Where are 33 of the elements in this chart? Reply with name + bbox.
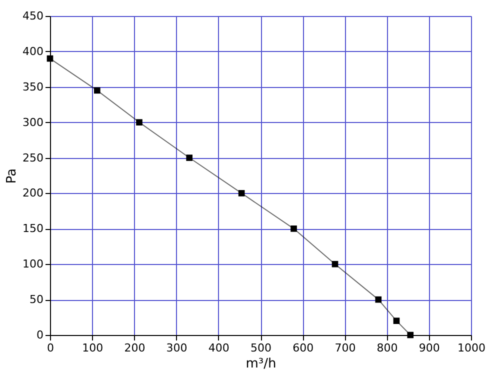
y-tick-label: 50 xyxy=(30,293,44,306)
x-tick-label: 200 xyxy=(124,342,146,354)
y-tick-label: 200 xyxy=(22,186,44,200)
x-axis-title: m³/h xyxy=(246,356,276,372)
point xyxy=(375,296,382,303)
x-tick-label: 600 xyxy=(292,342,314,354)
point xyxy=(290,226,297,232)
point xyxy=(238,190,245,196)
x-tick-label: 100 xyxy=(82,342,104,354)
x-tick-label: 700 xyxy=(334,342,356,354)
y-axis-title: Pa xyxy=(4,168,20,184)
y-tick-label: 300 xyxy=(22,116,44,129)
y-tick-label: 100 xyxy=(22,258,44,271)
point xyxy=(332,260,338,268)
x-tick-label: 1000 xyxy=(458,342,486,354)
y-tick-label: 400 xyxy=(22,44,44,58)
x-tick-label: 400 xyxy=(208,342,230,354)
y-tick-label: 250 xyxy=(22,151,44,164)
y-tick-label: 450 xyxy=(22,10,44,22)
point xyxy=(393,318,400,324)
x-tick-label: 900 xyxy=(418,342,440,354)
point xyxy=(46,55,54,62)
point xyxy=(186,154,193,161)
y-tick-label: 150 xyxy=(22,222,44,236)
x-tick-label: 800 xyxy=(376,342,398,354)
x-tick-label: 0 xyxy=(47,342,54,354)
x-tick-label: 300 xyxy=(166,342,188,354)
point xyxy=(94,87,100,94)
x-tick-label: 500 xyxy=(250,342,272,354)
point xyxy=(407,332,414,338)
y-tick-label: 0 xyxy=(36,328,44,342)
y-tick-label: 350 xyxy=(22,80,44,94)
point xyxy=(136,119,142,126)
